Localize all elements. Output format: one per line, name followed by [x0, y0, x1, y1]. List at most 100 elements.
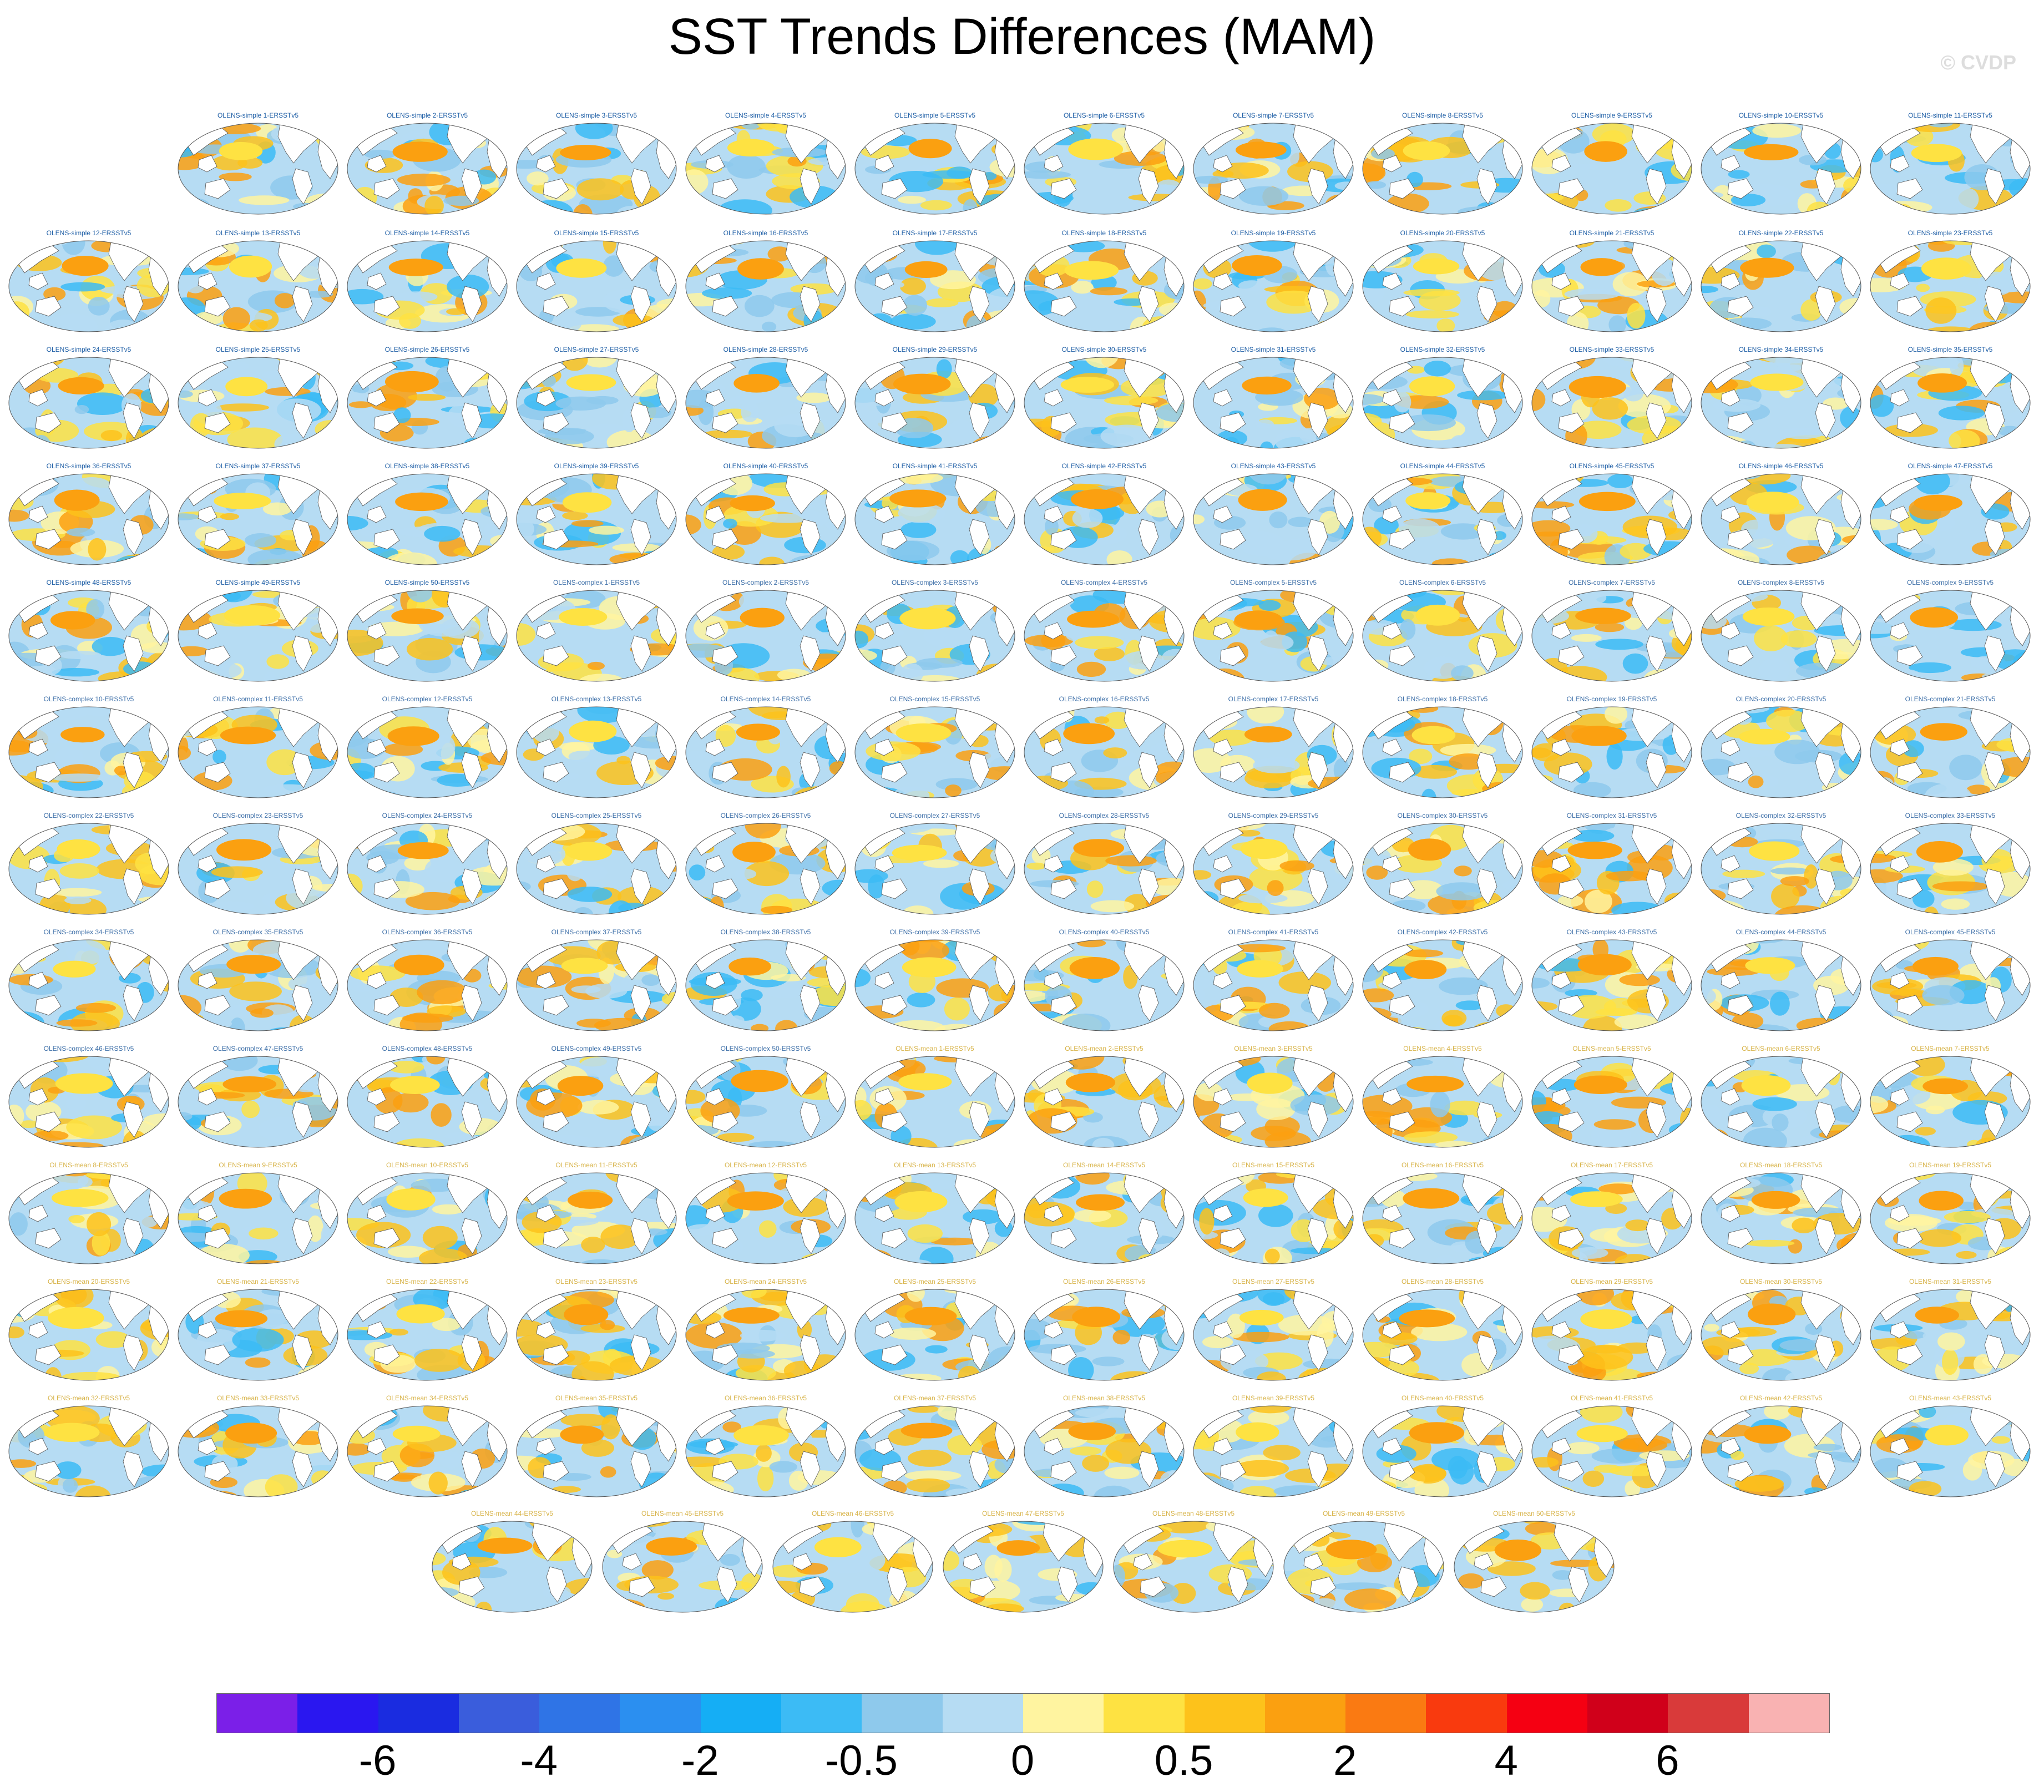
map-panel-label: OLENS-mean 37-ERSSTv5 — [893, 1394, 977, 1402]
map-panel: OLENS-mean 10-ERSSTv5 — [345, 1161, 509, 1272]
map-panel: OLENS-simple 14-ERSSTv5 — [345, 229, 509, 340]
map-panel: OLENS-complex 25-ERSSTv5 — [514, 811, 679, 922]
map-panel-label: OLENS-simple 17-ERSSTv5 — [892, 229, 978, 237]
map-panel-label: OLENS-simple 34-ERSSTv5 — [1738, 346, 1824, 353]
map-panel-label: OLENS-complex 6-ERSSTv5 — [1399, 579, 1486, 586]
map-panel-label: OLENS-mean 41-ERSSTv5 — [1570, 1394, 1653, 1402]
map-panel-label: OLENS-simple 15-ERSSTv5 — [554, 229, 639, 237]
map-panel-label: OLENS-complex 29-ERSSTv5 — [1228, 812, 1319, 819]
map-panel: OLENS-complex 17-ERSSTv5 — [1191, 695, 1355, 806]
map-panel: OLENS-simple 18-ERSSTv5 — [1022, 229, 1186, 340]
sst-trend-map — [854, 590, 1015, 682]
map-panel-label: OLENS-simple 27-ERSSTv5 — [554, 346, 639, 353]
map-panel-label: OLENS-complex 34-ERSSTv5 — [43, 928, 134, 936]
colorbar-tick-label: 0.5 — [1154, 1737, 1213, 1784]
map-panel-label: OLENS-mean 14-ERSSTv5 — [1063, 1161, 1146, 1169]
colorbar-box — [862, 1694, 943, 1733]
map-panel-label: OLENS-mean 7-ERSSTv5 — [1911, 1045, 1990, 1052]
sst-trend-map — [1701, 939, 1861, 1031]
sst-trend-map — [1870, 357, 2031, 449]
sst-trend-map — [1193, 1405, 1354, 1497]
map-panel-label: OLENS-mean 29-ERSSTv5 — [1570, 1278, 1653, 1285]
map-panel-label: OLENS-complex 42-ERSSTv5 — [1397, 928, 1488, 936]
map-panel: OLENS-simple 37-ERSSTv5 — [176, 462, 340, 573]
sst-trend-map — [772, 1521, 933, 1613]
map-panel: OLENS-simple 30-ERSSTv5 — [1022, 345, 1186, 456]
colorbar-box — [620, 1694, 701, 1733]
map-panel: OLENS-complex 10-ERSSTv5 — [7, 695, 171, 806]
sst-trend-map — [347, 123, 508, 215]
map-panel: OLENS-complex 29-ERSSTv5 — [1191, 811, 1355, 922]
map-panel: OLENS-complex 36-ERSSTv5 — [345, 928, 509, 1039]
map-panel-label: OLENS-simple 22-ERSSTv5 — [1738, 229, 1824, 237]
sst-trend-map — [1024, 240, 1185, 332]
map-panel: OLENS-complex 4-ERSSTv5 — [1022, 578, 1186, 689]
sst-trend-map — [1870, 939, 2031, 1031]
map-panel-label: OLENS-simple 32-ERSSTv5 — [1400, 346, 1485, 353]
map-panel: OLENS-complex 32-ERSSTv5 — [1699, 811, 1863, 922]
map-panel: OLENS-mean 39-ERSSTv5 — [1191, 1394, 1355, 1505]
map-panel: OLENS-simple 1-ERSSTv5 — [176, 111, 340, 222]
map-panel-label: OLENS-simple 7-ERSSTv5 — [1232, 112, 1314, 119]
map-panel-label: OLENS-simple 38-ERSSTv5 — [384, 462, 470, 470]
sst-trend-map — [1024, 1405, 1185, 1497]
map-panel: OLENS-mean 17-ERSSTv5 — [1530, 1161, 1694, 1272]
map-panel: OLENS-mean 44-ERSSTv5 — [430, 1509, 594, 1620]
map-panel-label: OLENS-simple 1-ERSSTv5 — [217, 112, 299, 119]
map-panel: OLENS-mean 11-ERSSTv5 — [514, 1161, 679, 1272]
map-panel: OLENS-complex 35-ERSSTv5 — [176, 928, 340, 1039]
map-panel-label: OLENS-mean 13-ERSSTv5 — [893, 1161, 977, 1169]
map-panel-label: OLENS-mean 3-ERSSTv5 — [1234, 1045, 1313, 1052]
colorbar-tick-label: -2 — [681, 1737, 719, 1784]
map-panel-label: OLENS-complex 24-ERSSTv5 — [382, 812, 473, 819]
map-panel-label: OLENS-mean 26-ERSSTv5 — [1063, 1278, 1146, 1285]
map-panel-label: OLENS-complex 49-ERSSTv5 — [551, 1045, 642, 1052]
map-panel: OLENS-mean 36-ERSSTv5 — [684, 1394, 848, 1505]
map-panel: OLENS-simple 6-ERSSTv5 — [1022, 111, 1186, 222]
sst-trend-map — [1024, 706, 1185, 798]
map-panel-label: OLENS-complex 7-ERSSTv5 — [1568, 579, 1656, 586]
sst-trend-map — [516, 473, 677, 565]
sst-trend-map — [1193, 590, 1354, 682]
sst-trend-map — [854, 939, 1015, 1031]
map-panel: OLENS-complex 21-ERSSTv5 — [1868, 695, 2032, 806]
map-panel: OLENS-simple 27-ERSSTv5 — [514, 345, 679, 456]
sst-trend-map — [347, 590, 508, 682]
map-panel-label: OLENS-simple 19-ERSSTv5 — [1231, 229, 1316, 237]
map-panel: OLENS-simple 40-ERSSTv5 — [684, 462, 848, 573]
map-panel-label: OLENS-simple 42-ERSSTv5 — [1061, 462, 1147, 470]
sst-trend-map — [1024, 357, 1185, 449]
sst-trend-map — [1454, 1521, 1615, 1613]
colorbar-box — [1748, 1694, 1829, 1733]
map-panel-label: OLENS-simple 29-ERSSTv5 — [892, 346, 978, 353]
sst-trend-map — [1362, 473, 1523, 565]
map-panel: OLENS-simple 21-ERSSTv5 — [1530, 229, 1694, 340]
map-panel-label: OLENS-mean 19-ERSSTv5 — [1909, 1161, 1992, 1169]
map-panel: OLENS-simple 9-ERSSTv5 — [1530, 111, 1694, 222]
map-panel: OLENS-mean 30-ERSSTv5 — [1699, 1277, 1863, 1388]
map-panel-label: OLENS-simple 10-ERSSTv5 — [1738, 112, 1824, 119]
map-panel-label: OLENS-simple 45-ERSSTv5 — [1569, 462, 1655, 470]
map-panel-label: OLENS-mean 12-ERSSTv5 — [724, 1161, 807, 1169]
map-panel-label: OLENS-complex 50-ERSSTv5 — [720, 1045, 811, 1052]
map-panel-label: OLENS-simple 14-ERSSTv5 — [384, 229, 470, 237]
sst-trend-map — [854, 1172, 1015, 1264]
sst-trend-map — [1701, 823, 1861, 915]
colorbar-box — [1184, 1694, 1265, 1733]
sst-trend-map — [432, 1521, 593, 1613]
sst-trend-map — [1701, 240, 1861, 332]
map-panel-label: OLENS-complex 27-ERSSTv5 — [889, 812, 980, 819]
map-panel: OLENS-complex 3-ERSSTv5 — [853, 578, 1017, 689]
map-panel-label: OLENS-complex 31-ERSSTv5 — [1566, 812, 1657, 819]
map-panel-label: OLENS-complex 17-ERSSTv5 — [1228, 695, 1319, 703]
map-panel: OLENS-mean 9-ERSSTv5 — [176, 1161, 340, 1272]
sst-trend-map — [1362, 1405, 1523, 1497]
sst-trend-map — [1870, 1405, 2031, 1497]
sst-trend-map — [516, 823, 677, 915]
map-panel: OLENS-mean 7-ERSSTv5 — [1868, 1044, 2032, 1155]
map-panel: OLENS-simple 49-ERSSTv5 — [176, 578, 340, 689]
sst-trend-map — [854, 240, 1015, 332]
sst-trend-map — [8, 823, 169, 915]
map-panel-label: OLENS-complex 32-ERSSTv5 — [1736, 812, 1827, 819]
map-panel: OLENS-simple 32-ERSSTv5 — [1360, 345, 1525, 456]
